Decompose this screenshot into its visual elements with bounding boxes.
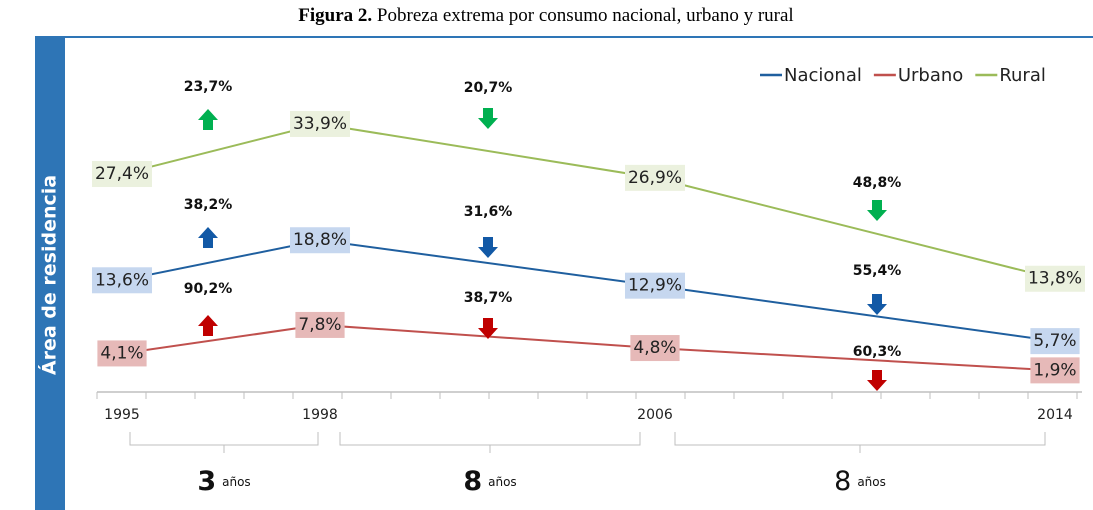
value-label: 26,9% (628, 168, 682, 188)
legend-label: Nacional (784, 65, 862, 86)
value-label-group: 4,8% (630, 335, 680, 362)
value-label: 4,8% (633, 338, 676, 358)
change-label: 55,4% (853, 263, 902, 279)
value-label-bg (630, 335, 680, 362)
value-label: 13,6% (95, 270, 149, 290)
value-label-group: 26,9% (624, 164, 686, 191)
value-label: 5,7% (1033, 331, 1076, 351)
value-label-group: 7,8% (295, 311, 345, 338)
value-label: 33,9% (293, 114, 347, 134)
interval-unit: años (222, 475, 251, 489)
value-label: 4,1% (100, 343, 143, 363)
value-label-group: 12,9% (624, 272, 686, 299)
value-label: 12,9% (628, 276, 682, 296)
series-line (121, 323, 1056, 372)
value-label: 1,9% (1033, 360, 1076, 380)
value-label-bg (1030, 328, 1080, 355)
value-label-group: 18,8% (289, 227, 351, 254)
value-label-bg (624, 164, 686, 191)
interval-value: 3 (197, 466, 216, 497)
value-label: 7,8% (298, 315, 341, 335)
value-label-bg (91, 267, 153, 294)
change-label: 38,2% (184, 197, 233, 213)
change-label: 48,8% (853, 175, 902, 191)
interval-label: 8 años (834, 466, 886, 497)
change-arrow (478, 108, 498, 129)
interval-unit: años (857, 475, 886, 489)
interval-label: 8 años (463, 466, 516, 497)
interval-label: 3 años (197, 466, 250, 497)
value-label-group: 33,9% (289, 110, 351, 137)
interval-value: 8 (834, 466, 851, 497)
interval-unit: años (488, 475, 517, 489)
chart-title: Figura 2. Pobreza extrema por consumo na… (298, 5, 793, 26)
value-label-group: 13,6% (91, 267, 153, 294)
value-label-bg (295, 311, 345, 338)
interval-bracket (674, 432, 1046, 453)
series-line (121, 239, 1056, 343)
x-tick-label: 1998 (302, 407, 338, 423)
value-label-bg (1024, 265, 1086, 292)
change-arrow (198, 315, 218, 336)
value-label-bg (289, 227, 351, 254)
change-label: 23,7% (184, 79, 233, 95)
x-tick-label: 1995 (104, 407, 140, 423)
value-label-group: 5,7% (1030, 328, 1080, 355)
value-label-bg (624, 272, 686, 299)
value-label-group: 4,1% (97, 340, 147, 367)
x-tick-label: 2006 (637, 407, 673, 423)
value-label-bg (289, 110, 351, 137)
value-label-bg (97, 340, 147, 367)
change-arrow (198, 109, 218, 130)
value-label: 18,8% (293, 230, 347, 250)
legend-label: Urbano (898, 65, 963, 86)
value-label-group: 1,9% (1030, 357, 1080, 384)
interval-bracket (129, 432, 319, 453)
change-arrow (867, 200, 887, 221)
side-panel (35, 36, 65, 510)
change-arrow (867, 370, 887, 391)
change-arrow (478, 237, 498, 258)
change-label: 60,3% (853, 344, 902, 360)
value-label-bg (91, 161, 153, 188)
value-label-bg (1030, 357, 1080, 384)
change-arrow (867, 294, 887, 315)
side-label: Área de residencia (38, 175, 61, 375)
value-label-group: 27,4% (91, 161, 153, 188)
legend-label: Rural (999, 65, 1046, 86)
title-text: Pobreza extrema por consumo nacional, ur… (377, 5, 794, 26)
change-label: 20,7% (464, 80, 513, 96)
title-label: Figura 2. (298, 5, 372, 26)
change-label: 90,2% (184, 281, 233, 297)
change-arrow (478, 318, 498, 339)
value-label-group: 13,8% (1024, 265, 1086, 292)
interval-value: 8 (463, 466, 482, 497)
change-label: 38,7% (464, 290, 513, 306)
series-line (121, 122, 1056, 280)
interval-bracket (339, 432, 641, 453)
change-label: 31,6% (464, 204, 513, 220)
change-arrow (198, 227, 218, 248)
value-label: 27,4% (95, 164, 149, 184)
x-tick-label: 2014 (1037, 407, 1073, 423)
value-label: 13,8% (1028, 269, 1082, 289)
